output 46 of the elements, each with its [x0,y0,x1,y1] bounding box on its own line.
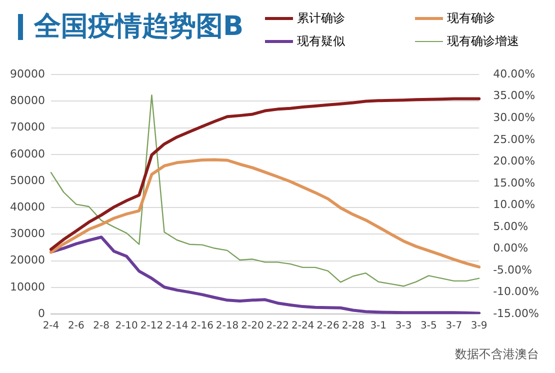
x-tick-label: 3-9 [470,320,488,332]
x-tick-label: 2-12 [140,320,164,332]
x-tick-label: 2-16 [190,320,214,332]
y2-tick-label: 30.00% [493,110,536,124]
x-tick-label: 3-5 [420,320,437,332]
y-tick-label: 50000 [10,174,45,187]
legend-label: 累计确诊 [297,10,345,27]
y2-tick-label: 0.00% [493,242,528,255]
y2-tick-label: 35.00% [493,89,536,102]
x-tick-label: 2-20 [241,320,264,332]
x-tick-label: 2-14 [166,320,188,332]
x-tick-label: 2-22 [266,320,289,332]
chart-title: 全国疫情趋势图B [34,10,244,44]
y2-tick-label: -10.00% [493,285,540,298]
legend-label: 现有确诊增速 [447,33,519,50]
y2-tick-label: 25.00% [493,132,536,146]
x-tick-label: 2-8 [93,320,110,332]
x-tick-label: 2-28 [342,320,365,332]
legend-label: 现有确诊 [447,10,495,27]
x-tick-label: 2-26 [316,320,340,332]
y-tick-label: 0 [38,306,45,320]
y2-tick-label: 40.00% [493,67,536,80]
y2-tick-label: -15.00% [493,306,540,320]
x-tick-label: 2-4 [42,320,60,332]
text: 数据不含港澳台 [455,346,539,363]
x-tick-label: 3-7 [446,320,462,332]
legend-label: 现有疑似 [297,33,345,50]
x-tick-label: 3-1 [370,320,387,332]
y2-tick-label: 15.00% [493,176,536,190]
y-tick-label: 60000 [10,147,45,160]
x-tick-label: 2-18 [216,320,239,332]
x-tick-label: 2-24 [291,320,314,332]
y2-tick-label: -5.00% [493,263,532,276]
y-tick-label: 40000 [10,200,45,214]
y-tick-label: 80000 [10,94,45,108]
y-tick-label: 90000 [10,67,45,80]
y2-tick-label: 10.00% [493,198,536,212]
x-tick-label: 3-3 [395,320,412,332]
y2-tick-label: 5.00% [493,220,528,233]
x-tick-label: 2-6 [68,320,84,332]
y-tick-label: 30000 [10,227,45,240]
x-tick-label: 2-10 [115,320,138,332]
y-tick-label: 10000 [10,280,45,294]
y-tick-label: 20000 [10,254,45,267]
y2-tick-label: 20.00% [493,154,536,168]
y-tick-label: 70000 [10,120,45,134]
